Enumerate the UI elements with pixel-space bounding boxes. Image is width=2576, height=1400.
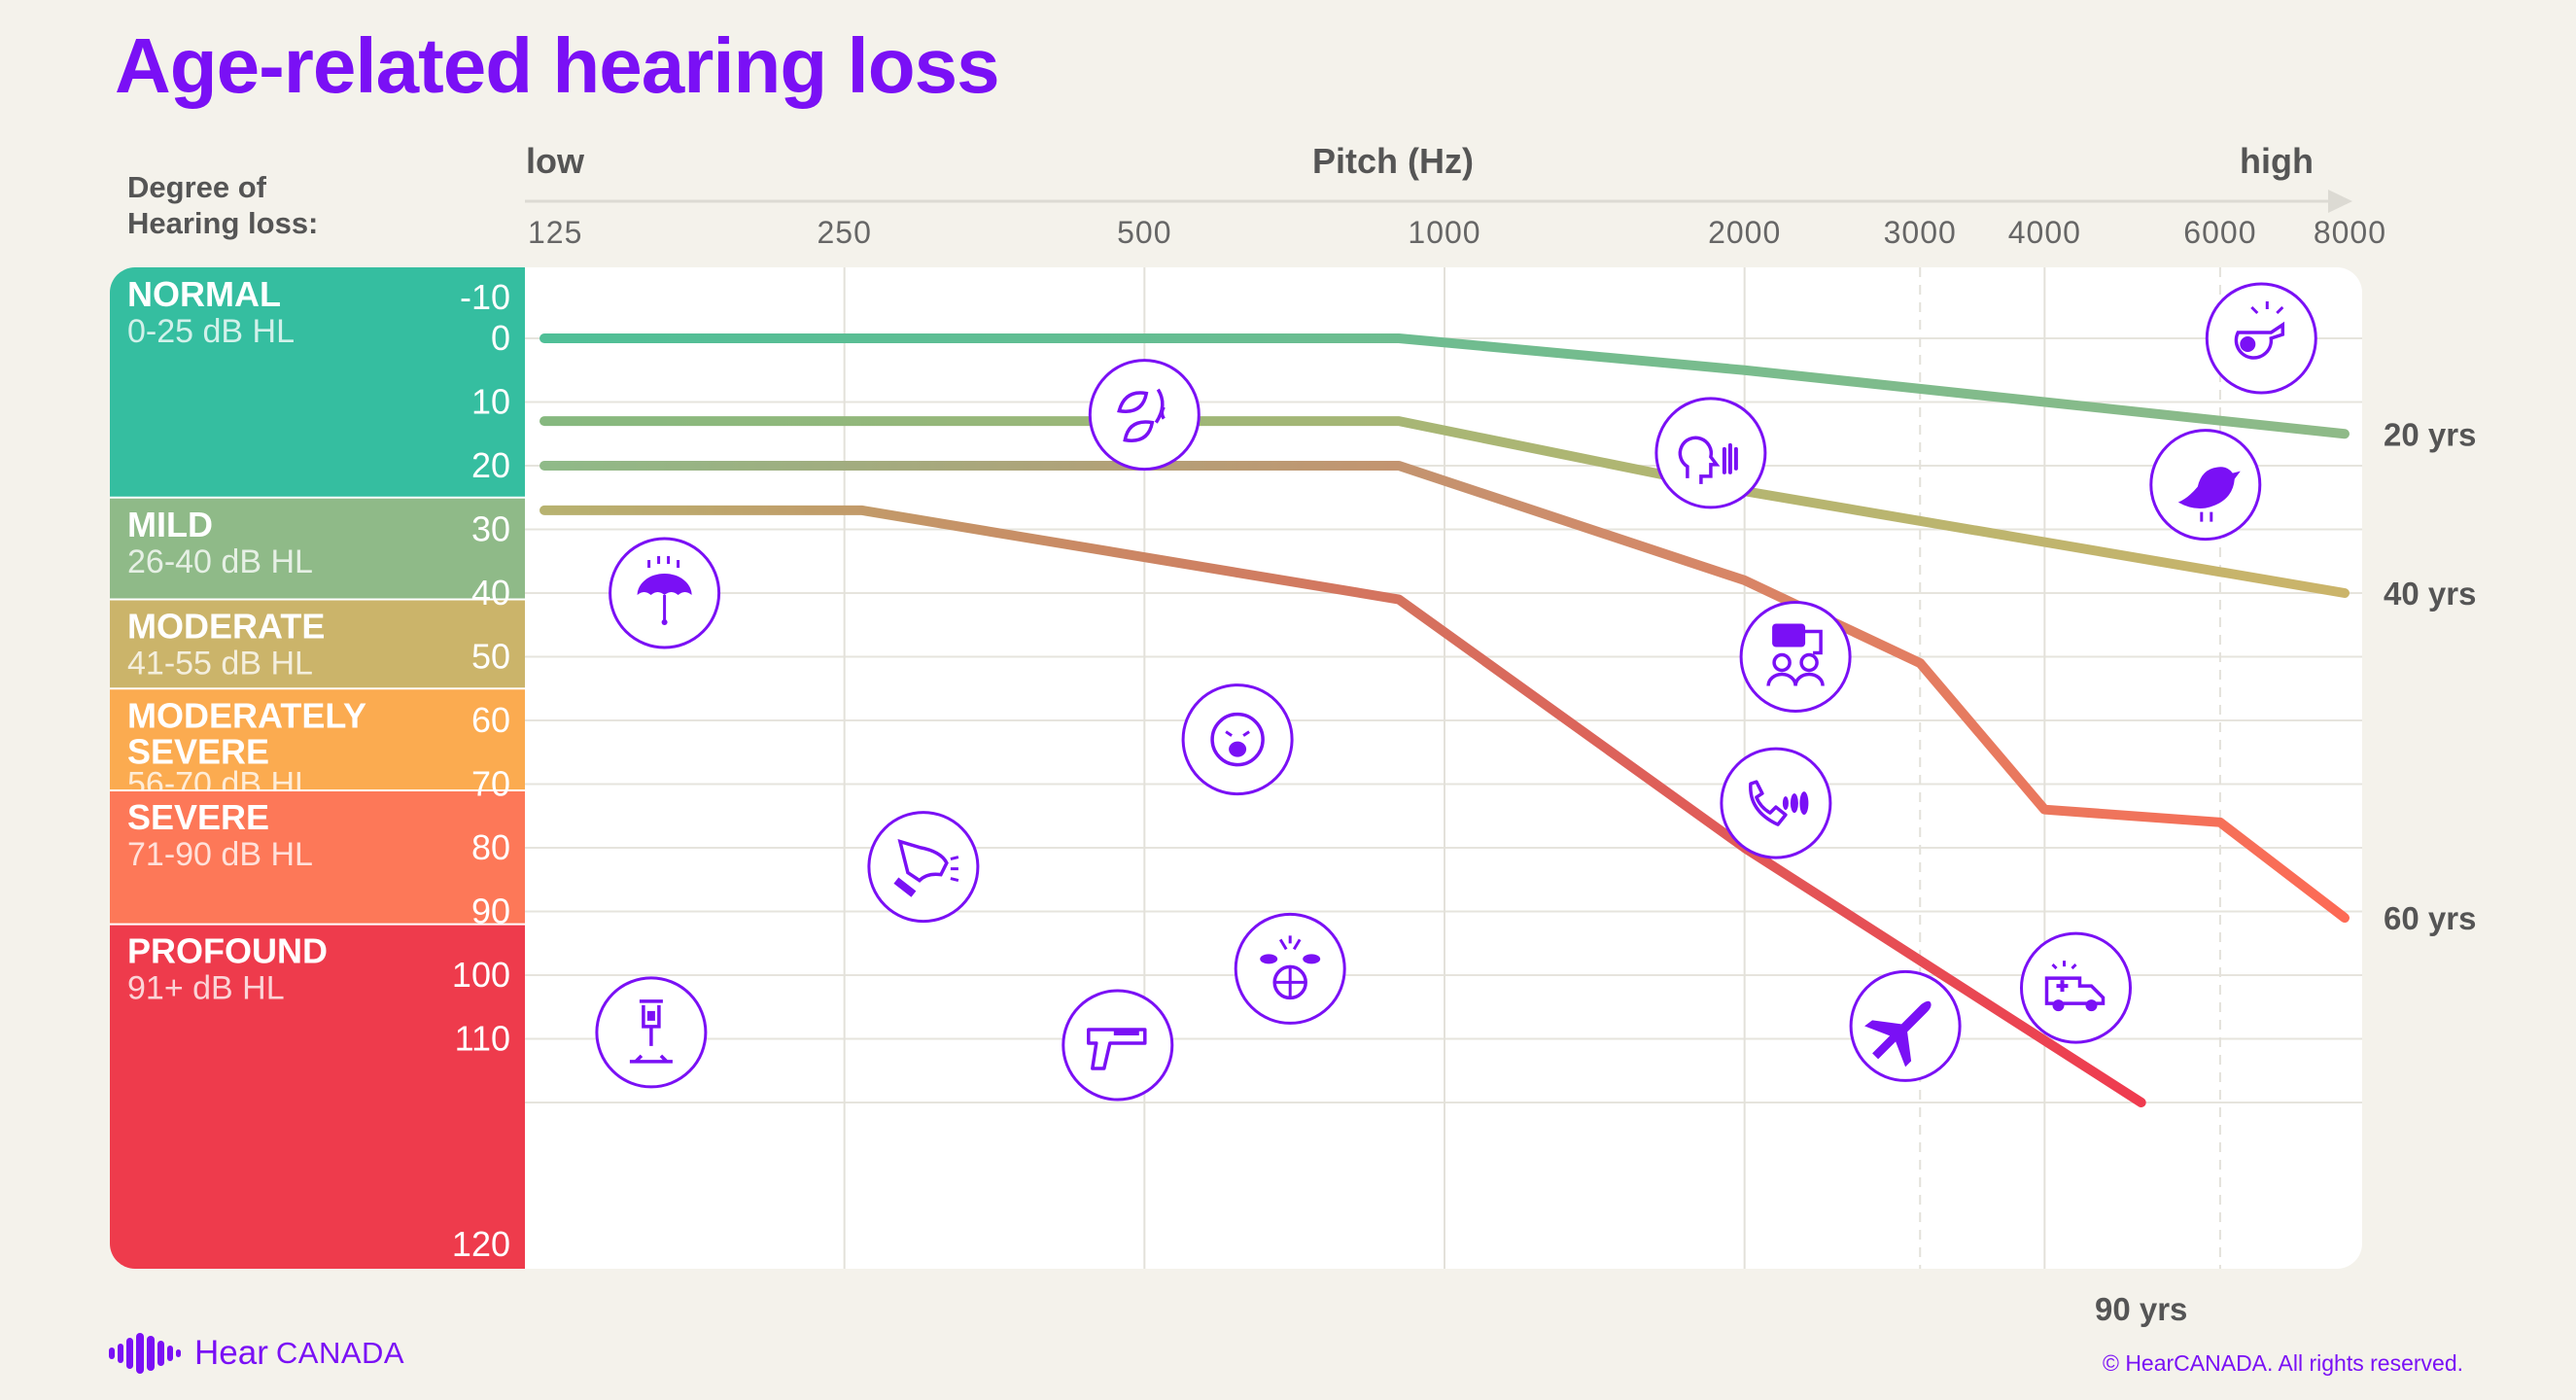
series-line-60-yrs — [540, 461, 2350, 924]
drums-icon — [1234, 912, 1346, 1025]
dog-barking-icon — [867, 811, 980, 924]
copyright-text: © HearCANADA. All rights reserved. — [2102, 1350, 2463, 1376]
x-tick-label: 6000 — [2183, 215, 2256, 250]
series-label: 90 yrs — [2095, 1291, 2187, 1327]
band-label: MODERATELY — [127, 695, 366, 735]
band-label: PROFOUND — [127, 931, 328, 971]
x-axis: low Pitch (Hz) high 125 250 500 1000 2000 3000 40… — [127, 141, 2386, 250]
band-normal — [110, 267, 528, 498]
sound-icons — [595, 282, 2317, 1102]
band-label: MILD — [127, 505, 213, 544]
y-tick-label: 70 — [471, 764, 510, 804]
y-tick-label: 50 — [471, 637, 510, 677]
airplane-icon — [1849, 969, 1962, 1082]
band-moderate — [110, 599, 528, 689]
y-tick-label: -10 — [460, 277, 510, 317]
x-tick-label: 4000 — [2008, 215, 2081, 250]
x-high-label: high — [2240, 141, 2314, 181]
brand-country: CANADA — [275, 1336, 405, 1370]
y-tick-label: 90 — [471, 892, 510, 931]
y-tick-label: 80 — [471, 827, 510, 867]
band-profound — [110, 924, 528, 1269]
series-label: 60 yrs — [2384, 900, 2476, 936]
series-label: 40 yrs — [2384, 576, 2476, 612]
pitch-axis-arrow-icon — [2328, 190, 2352, 213]
series-line-90-yrs — [540, 505, 2146, 1107]
leaves-rustling-icon — [1088, 359, 1201, 472]
soundwave-icon — [109, 1333, 181, 1374]
bird-chirping-icon — [2149, 429, 2262, 542]
y-tick-label: 40 — [471, 573, 510, 612]
conversation-icon — [1739, 601, 1852, 713]
y-tick-label: 60 — [471, 700, 510, 740]
band-label: MODERATE — [127, 607, 325, 647]
x-tick-label: 1000 — [1408, 215, 1480, 250]
y-axis-title-line1: Degree of — [127, 170, 267, 204]
band-range: 26-40 dB HL — [127, 543, 313, 580]
hearcanada-logo: Hear CANADA — [109, 1332, 404, 1375]
band-range: 91+ dB HL — [127, 970, 285, 1007]
y-tick-label: 0 — [491, 318, 510, 358]
x-low-label: low — [526, 141, 585, 181]
whisper-icon — [1654, 397, 1767, 509]
band-range: 41-55 dB HL — [127, 646, 313, 682]
x-tick-label: 250 — [817, 215, 871, 250]
x-tick-label: 2000 — [1708, 215, 1781, 250]
band-severe — [110, 790, 528, 925]
jackhammer-icon — [595, 976, 708, 1089]
y-tick-label: 120 — [452, 1224, 510, 1264]
brand-name: Hear — [194, 1334, 268, 1372]
gunshot-icon — [1062, 989, 1174, 1102]
ambulance-siren-icon — [2020, 931, 2132, 1044]
y-tick-label: 10 — [471, 382, 510, 422]
series-line-20-yrs — [540, 333, 2350, 439]
x-tick-label: 125 — [528, 215, 582, 250]
x-tick-label: 3000 — [1884, 215, 1957, 250]
y-tick-label: 30 — [471, 509, 510, 549]
light-rain-icon — [609, 537, 721, 649]
band-range: 71-90 dB HL — [127, 836, 313, 873]
band-label: NORMAL — [127, 274, 281, 314]
band-moderately-severe — [110, 688, 528, 791]
band-label: SEVERE — [127, 731, 269, 771]
band-range: 0-25 dB HL — [127, 313, 295, 350]
x-tick-label: 8000 — [2314, 215, 2386, 250]
y-tick-label: 110 — [455, 1019, 510, 1059]
phone-ringing-icon — [1720, 747, 1832, 859]
y-axis: -100 10 20 30 40 50 60 70 80 90 100 110 120 — [452, 277, 510, 1264]
baby-crying-icon — [1181, 683, 1294, 796]
x-tick-label: 500 — [1117, 215, 1171, 250]
y-tick-label: 100 — [452, 955, 510, 995]
series-label: 20 yrs — [2384, 416, 2476, 452]
series-line-40-yrs — [540, 416, 2350, 598]
x-axis-title: Pitch (Hz) — [1312, 141, 1474, 181]
page-title: Age-related hearing loss — [115, 22, 1000, 109]
y-axis-title-line2: Hearing loss: — [127, 206, 318, 240]
y-tick-label: 20 — [471, 445, 510, 485]
band-label: SEVERE — [127, 797, 269, 837]
whistle-icon — [2205, 282, 2317, 395]
series: 20 yrs 40 yrs 60 yrs 90 yrs — [540, 333, 2476, 1327]
band-mild — [110, 497, 528, 600]
